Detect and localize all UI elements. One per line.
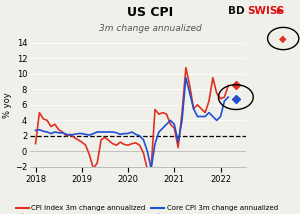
Text: ▶: ▶	[277, 6, 283, 15]
Legend: CPI index 3m change annualized, Forecast, Core CPI 3m change annualized, Forecas: CPI index 3m change annualized, Forecast…	[16, 205, 278, 214]
Text: 3m change annualized: 3m change annualized	[99, 24, 201, 33]
Text: SWISS: SWISS	[248, 6, 285, 16]
Text: US CPI: US CPI	[127, 6, 173, 19]
Text: BD: BD	[228, 6, 244, 16]
Text: ◆: ◆	[280, 34, 287, 43]
Y-axis label: % yoy: % yoy	[3, 92, 12, 118]
